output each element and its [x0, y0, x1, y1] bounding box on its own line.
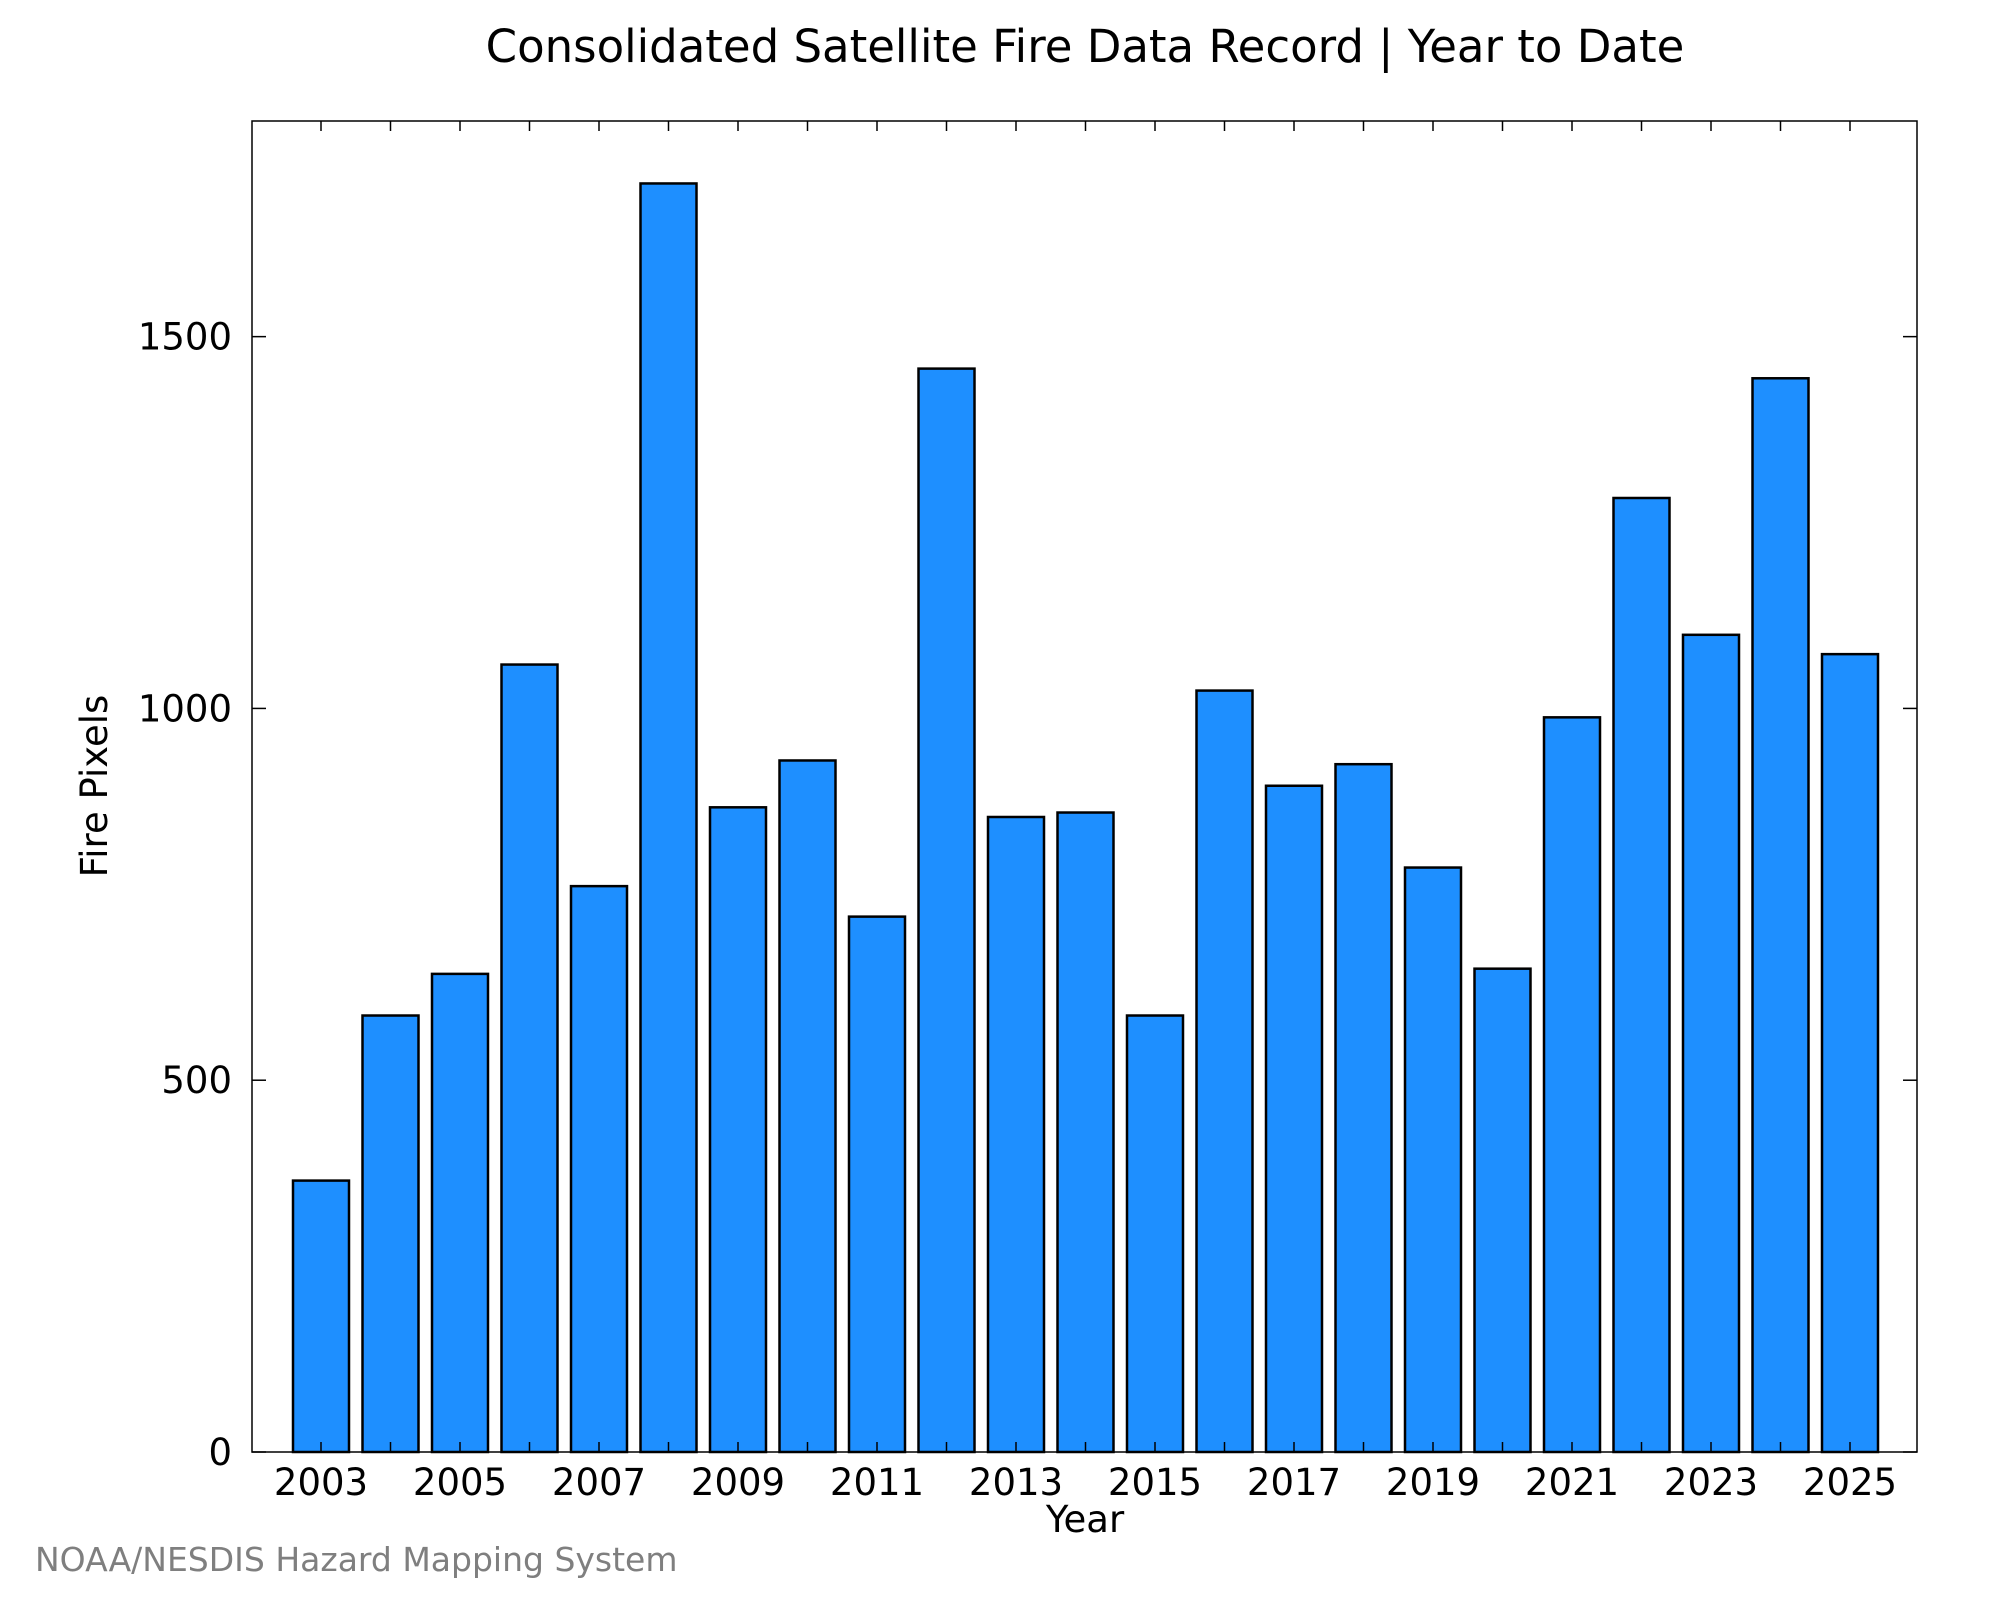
bar-2021 — [1542, 716, 1602, 1454]
bar-2003 — [291, 1179, 351, 1454]
bar-2005 — [430, 972, 490, 1454]
bar-2009 — [708, 806, 768, 1454]
bars-layer — [291, 182, 1880, 1454]
x-axis-label: Year — [1045, 1498, 1125, 1541]
y-tick-label: 0 — [208, 1431, 232, 1474]
bar-2022 — [1612, 496, 1671, 1454]
bar-2024 — [1751, 377, 1810, 1454]
x-tick-label: 2009 — [691, 1461, 785, 1504]
bar-2010 — [778, 759, 837, 1454]
bar-2014 — [1056, 811, 1115, 1454]
bar-2018 — [1334, 762, 1393, 1454]
bar-2020 — [1473, 967, 1532, 1454]
x-tick-label: 2015 — [1108, 1461, 1202, 1504]
bar-2013 — [986, 815, 1046, 1454]
x-tick-label: 2025 — [1803, 1461, 1897, 1504]
bar-2016 — [1195, 689, 1254, 1454]
x-tick-label: 2005 — [413, 1461, 507, 1504]
bar-2007 — [569, 884, 629, 1454]
tick-labels-layer: 2003 2005 2007 2009 2011 2013 2015 2017 2019 2021… — [138, 316, 1897, 1504]
x-tick-label: 2003 — [274, 1461, 368, 1504]
y-tick-label: 1500 — [138, 316, 232, 359]
x-tick-label: 2013 — [969, 1461, 1063, 1504]
chart-title: Consolidated Satellite Fire Data Record … — [486, 20, 1685, 73]
bar-2017 — [1264, 784, 1324, 1454]
bar-2008 — [639, 182, 698, 1454]
bar-2004 — [361, 1014, 420, 1454]
y-axis-label: Fire Pixels — [73, 695, 116, 878]
bar-2006 — [500, 663, 559, 1454]
bar-2011 — [847, 915, 907, 1454]
x-tick-label: 2017 — [1247, 1461, 1341, 1504]
x-tick-label: 2019 — [1386, 1461, 1480, 1504]
bar-2015 — [1125, 1014, 1185, 1454]
x-tick-label: 2011 — [830, 1461, 924, 1504]
ticks-layer — [252, 121, 1917, 1453]
credit-footer: NOAA/NESDIS Hazard Mapping System — [35, 1540, 678, 1579]
bar-2023 — [1681, 633, 1741, 1454]
y-tick-label: 1000 — [138, 687, 232, 730]
bar-2019 — [1403, 866, 1463, 1454]
x-tick-label: 2021 — [1525, 1461, 1619, 1504]
bar-2025 — [1820, 652, 1880, 1454]
x-tick-label: 2023 — [1664, 1461, 1758, 1504]
x-tick-label: 2007 — [552, 1461, 646, 1504]
bar-2012 — [917, 367, 976, 1454]
y-tick-label: 500 — [161, 1059, 232, 1102]
